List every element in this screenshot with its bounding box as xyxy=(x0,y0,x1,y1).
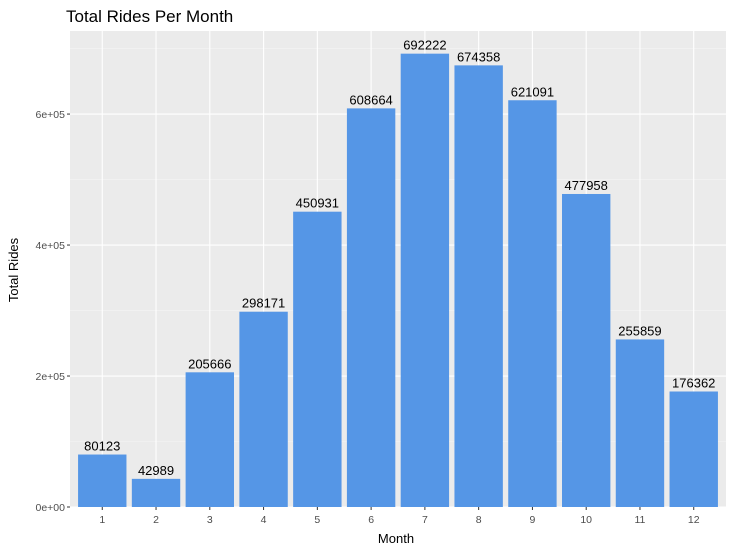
y-tick-label: 2e+05 xyxy=(36,371,66,383)
bar-month-5 xyxy=(293,211,342,507)
y-axis-title: Total Rides xyxy=(6,237,21,302)
x-tick-label: 8 xyxy=(476,514,482,526)
bar-month-10 xyxy=(562,193,611,507)
y-tick-label: 0e+00 xyxy=(36,502,66,514)
x-axis: 1 2 3 4 5 6 7 8 9 10 11 12 xyxy=(99,507,700,526)
bar-month-7 xyxy=(400,53,450,508)
x-tick-label: 6 xyxy=(368,514,374,526)
data-labels-group: 80123 42989 205666 298171 450931 608664 692222… xyxy=(84,38,715,478)
x-tick-label: 5 xyxy=(314,514,320,526)
x-tick-label: 7 xyxy=(422,514,428,526)
bar-month-2 xyxy=(131,478,181,507)
bar-month-8 xyxy=(454,65,503,508)
data-label: 692222 xyxy=(403,38,446,53)
data-label: 621091 xyxy=(511,84,554,99)
bar-month-6 xyxy=(346,108,396,508)
bar-month-12 xyxy=(669,391,718,507)
bar-month-9 xyxy=(508,100,557,508)
data-label: 42989 xyxy=(138,463,174,478)
bar-month-4 xyxy=(239,311,288,507)
x-tick-label: 9 xyxy=(530,514,536,526)
data-label: 176362 xyxy=(672,376,715,391)
x-tick-label: 12 xyxy=(688,514,700,526)
bars-group xyxy=(78,53,718,508)
data-label: 674358 xyxy=(457,49,500,64)
x-axis-title: Month xyxy=(378,531,414,546)
data-label: 450931 xyxy=(296,196,339,211)
y-axis: 0e+00 2e+05 4e+05 6e+05 xyxy=(36,109,70,514)
data-label: 608664 xyxy=(349,92,392,107)
data-label: 255859 xyxy=(618,323,661,338)
y-tick-label: 6e+05 xyxy=(36,109,66,121)
data-label: 80123 xyxy=(84,439,120,454)
bar-month-1 xyxy=(78,454,127,507)
chart-title: Total Rides Per Month xyxy=(66,7,233,26)
data-label: 298171 xyxy=(242,296,285,311)
data-label: 205666 xyxy=(188,356,231,371)
x-tick-label: 11 xyxy=(635,514,646,526)
bar-month-11 xyxy=(615,339,665,507)
x-tick-label: 2 xyxy=(153,514,159,526)
x-tick-label: 10 xyxy=(580,514,592,526)
x-tick-label: 4 xyxy=(261,514,267,526)
x-tick-label: 3 xyxy=(207,514,213,526)
y-tick-label: 4e+05 xyxy=(36,240,66,252)
x-tick-label: 1 xyxy=(99,514,105,526)
data-label: 477958 xyxy=(565,178,608,193)
bar-month-3 xyxy=(185,372,234,507)
